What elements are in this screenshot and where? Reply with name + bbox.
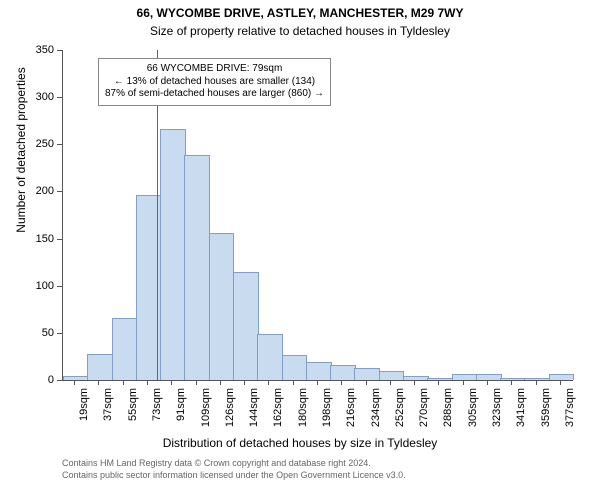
xtick-mark	[244, 380, 245, 385]
ytick-mark	[57, 50, 62, 51]
xtick-mark	[511, 380, 512, 385]
ytick-label: 0	[24, 374, 54, 386]
annotation-box: 66 WYCOMBE DRIVE: 79sqm ← 13% of detache…	[98, 58, 331, 106]
histogram-bar	[549, 374, 575, 380]
ytick-label: 150	[24, 233, 54, 245]
xtick-label: 180sqm	[297, 388, 309, 438]
xtick-label: 162sqm	[272, 388, 284, 438]
ytick-mark	[57, 97, 62, 98]
chart-title-sub: Size of property relative to detached ho…	[0, 24, 600, 38]
xtick-mark	[487, 380, 488, 385]
histogram-bar	[452, 374, 478, 380]
xtick-label: 377sqm	[564, 388, 576, 438]
xtick-label: 252sqm	[394, 388, 406, 438]
histogram-bar	[282, 355, 308, 380]
chart-title-main: 66, WYCOMBE DRIVE, ASTLEY, MANCHESTER, M…	[0, 6, 600, 20]
histogram-bar	[524, 378, 550, 380]
histogram-bar	[87, 354, 113, 380]
xtick-label: 126sqm	[224, 388, 236, 438]
xtick-label: 144sqm	[248, 388, 260, 438]
xtick-mark	[293, 380, 294, 385]
xtick-label: 305sqm	[467, 388, 479, 438]
xtick-label: 288sqm	[442, 388, 454, 438]
xtick-mark	[536, 380, 537, 385]
ytick-label: 50	[24, 327, 54, 339]
ytick-label: 300	[24, 91, 54, 103]
xtick-label: 234sqm	[370, 388, 382, 438]
histogram-bar	[209, 233, 235, 380]
annotation-line1: 66 WYCOMBE DRIVE: 79sqm	[105, 63, 324, 76]
histogram-bar	[63, 376, 89, 380]
xtick-mark	[98, 380, 99, 385]
xtick-label: 109sqm	[200, 388, 212, 438]
ytick-label: 100	[24, 280, 54, 292]
xtick-label: 19sqm	[78, 388, 90, 438]
xtick-label: 216sqm	[345, 388, 357, 438]
histogram-bar	[476, 374, 502, 380]
histogram-bar	[379, 371, 405, 380]
xtick-mark	[463, 380, 464, 385]
xtick-mark	[390, 380, 391, 385]
histogram-bar	[233, 272, 259, 380]
histogram-bar	[330, 365, 356, 380]
xtick-mark	[74, 380, 75, 385]
histogram-bar	[427, 378, 453, 380]
xtick-label: 323sqm	[491, 388, 503, 438]
xtick-mark	[220, 380, 221, 385]
xtick-mark	[317, 380, 318, 385]
annotation-line2: ← 13% of detached houses are smaller (13…	[105, 76, 324, 89]
histogram-bar	[184, 155, 210, 380]
histogram-bar	[403, 376, 429, 380]
ytick-mark	[57, 333, 62, 334]
annotation-line3: 87% of semi-detached houses are larger (…	[105, 88, 324, 101]
xtick-mark	[196, 380, 197, 385]
xtick-label: 55sqm	[127, 388, 139, 438]
xtick-label: 37sqm	[102, 388, 114, 438]
histogram-bar	[306, 362, 332, 380]
xtick-mark	[366, 380, 367, 385]
xtick-label: 359sqm	[540, 388, 552, 438]
ytick-label: 350	[24, 44, 54, 56]
ytick-mark	[57, 239, 62, 240]
x-axis-label: Distribution of detached houses by size …	[0, 436, 600, 450]
histogram-bar	[257, 334, 283, 380]
xtick-mark	[414, 380, 415, 385]
ytick-mark	[57, 286, 62, 287]
histogram-bar	[354, 368, 380, 380]
xtick-label: 198sqm	[321, 388, 333, 438]
ytick-mark	[57, 380, 62, 381]
footer-line2: Contains public sector information licen…	[62, 470, 406, 480]
xtick-mark	[171, 380, 172, 385]
ytick-label: 250	[24, 138, 54, 150]
histogram-bar	[500, 378, 526, 380]
ytick-mark	[57, 144, 62, 145]
histogram-bar	[160, 129, 186, 380]
xtick-label: 341sqm	[515, 388, 527, 438]
xtick-mark	[123, 380, 124, 385]
xtick-label: 73sqm	[151, 388, 163, 438]
footer-line1: Contains HM Land Registry data © Crown c…	[62, 458, 371, 468]
xtick-mark	[268, 380, 269, 385]
xtick-mark	[341, 380, 342, 385]
xtick-mark	[147, 380, 148, 385]
xtick-label: 270sqm	[418, 388, 430, 438]
xtick-mark	[560, 380, 561, 385]
xtick-label: 91sqm	[175, 388, 187, 438]
histogram-bar	[112, 318, 138, 380]
ytick-mark	[57, 191, 62, 192]
xtick-mark	[438, 380, 439, 385]
ytick-label: 200	[24, 185, 54, 197]
